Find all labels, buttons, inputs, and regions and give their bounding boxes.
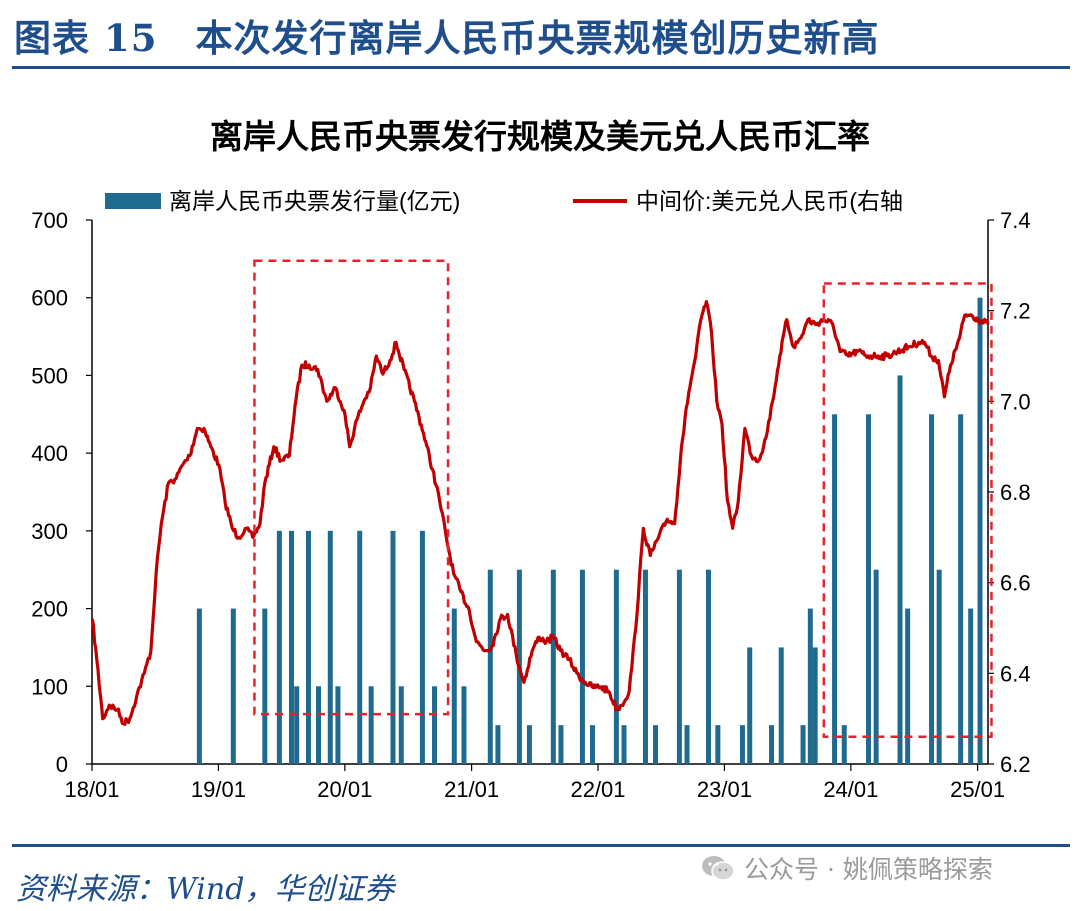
highlight-box [253,259,450,716]
bar [769,725,775,764]
bar [526,725,532,764]
bar [451,608,457,764]
watermark: 公众号 · 姚佩策略探索 [700,850,993,886]
x-tick-label: 25/01 [950,777,1005,802]
bar [368,686,374,764]
bar [832,414,838,764]
y-left-tick-label: 600 [31,286,68,311]
y-left-tick-label: 100 [31,674,68,699]
bar [936,569,942,764]
bar [579,569,585,764]
footer-rule [12,844,1070,847]
bar [495,725,501,764]
legend-swatch-bars [105,193,161,209]
bar [841,725,847,764]
legend-label-bars: 离岸人民币央票发行量(亿元) [169,188,460,214]
bar [288,530,294,764]
bar [461,686,467,764]
bar [589,725,595,764]
y-right-tick-label: 7.0 [1000,389,1031,414]
highlight-box [822,282,993,739]
source-note: 资料来源：Wind，华创证券 [16,872,395,907]
bar [968,608,974,764]
wechat-icon [702,856,735,881]
y-right-tick-label: 7.2 [1000,299,1031,324]
bar [684,725,690,764]
bar [357,530,363,764]
watermark-text: 公众号 · 姚佩策略探索 [744,855,993,884]
figure-label: 图表 [14,16,90,60]
y-left-tick-label: 300 [31,519,68,544]
x-tick-label: 21/01 [444,777,499,802]
x-tick-label: 22/01 [570,777,625,802]
bar [196,608,202,764]
bar [316,686,322,764]
bar [676,569,682,764]
bar [613,569,619,764]
y-right-tick-label: 6.2 [1000,752,1031,777]
bar [905,608,911,764]
x-tick-label: 23/01 [697,777,752,802]
bar [747,647,753,764]
bar [897,375,903,764]
figure-title: 本次发行离岸人民币央票规模创历史新高 [195,16,880,60]
y-left-tick-label: 400 [31,441,68,466]
bar [642,569,648,764]
bar [327,530,333,764]
bar [487,569,493,764]
bar [800,725,806,764]
legend-label-line: 中间价:美元兑人民币(右轴 [636,188,903,214]
y-right-tick-label: 6.4 [1000,661,1031,686]
bar [230,608,236,764]
bar [958,414,964,764]
y-left-tick-label: 500 [31,363,68,388]
bar [550,569,556,764]
x-tick-label: 18/01 [64,777,119,802]
bar [739,725,745,764]
y-right-tick-label: 6.6 [1000,571,1031,596]
bar [558,725,564,764]
y-right-tick-label: 7.4 [1000,208,1031,233]
exchange-rate-line [90,300,990,726]
bar [807,608,813,764]
y-left-tick-label: 0 [56,752,68,777]
bar [866,414,872,764]
bar [977,297,983,764]
bar [812,647,818,764]
bar [621,725,627,764]
bar [929,414,935,764]
bar [262,608,268,764]
y-left-tick-label: 200 [31,597,68,622]
bar [294,686,300,764]
chart-title: 离岸人民币央票发行规模及美元兑人民币汇率 [210,118,870,155]
y-right-tick-label: 6.8 [1000,480,1031,505]
x-tick-label: 19/01 [191,777,246,802]
header-rule [12,66,1070,69]
bar [653,725,659,764]
figure-header: 图表 15 本次发行离岸人民币央票规模创历史新高 [14,8,880,62]
bar [305,530,311,764]
x-tick-label: 20/01 [317,777,372,802]
bar [705,569,711,764]
bar [419,530,425,764]
bar [276,530,282,764]
bar [398,686,404,764]
bar [335,686,341,764]
bar [432,686,438,764]
y-left-tick-label: 700 [31,208,68,233]
figure-number: 15 [104,16,158,60]
bar [778,647,784,764]
bar [390,530,396,764]
bar [873,569,879,764]
x-tick-label: 24/01 [823,777,878,802]
bar [715,725,721,764]
